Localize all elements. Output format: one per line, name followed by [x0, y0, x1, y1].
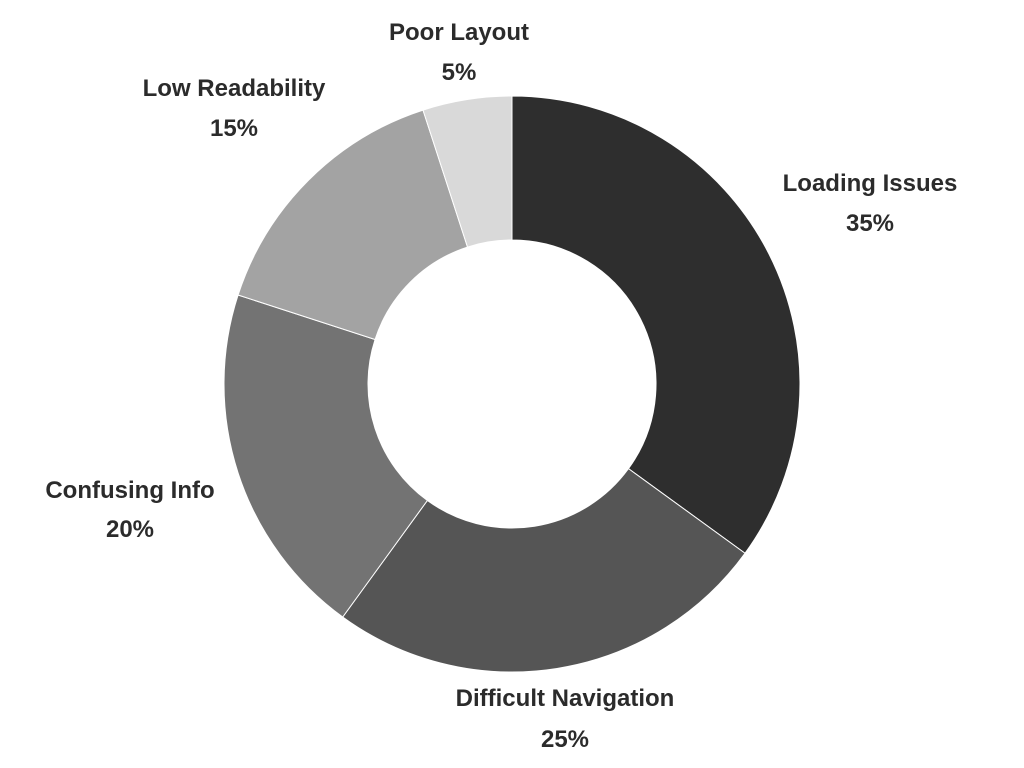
- slice-value-label: 5%: [442, 59, 477, 86]
- slice-poor-layout: [422, 95, 513, 248]
- slice-value-label: 15%: [210, 115, 258, 142]
- slice-value-label: 35%: [846, 210, 894, 237]
- slice-category-label: Poor Layout: [389, 19, 529, 46]
- slice-confusing-info: [223, 294, 429, 618]
- slice-category-label: Difficult Navigation: [456, 685, 675, 712]
- slice-category-label: Loading Issues: [783, 170, 958, 197]
- slice-category-label: Confusing Info: [45, 477, 214, 504]
- slice-loading-issues: [511, 95, 801, 554]
- donut-slices: [223, 95, 801, 673]
- slice-low-readability: [237, 109, 469, 341]
- slice-difficult-navigation: [342, 467, 746, 673]
- slice-category-label: Low Readability: [143, 75, 326, 102]
- donut-labels: Loading Issues 35% Difficult Navigation 25%…: [45, 19, 957, 753]
- slice-value-label: 25%: [541, 726, 589, 753]
- slice-value-label: 20%: [106, 516, 154, 543]
